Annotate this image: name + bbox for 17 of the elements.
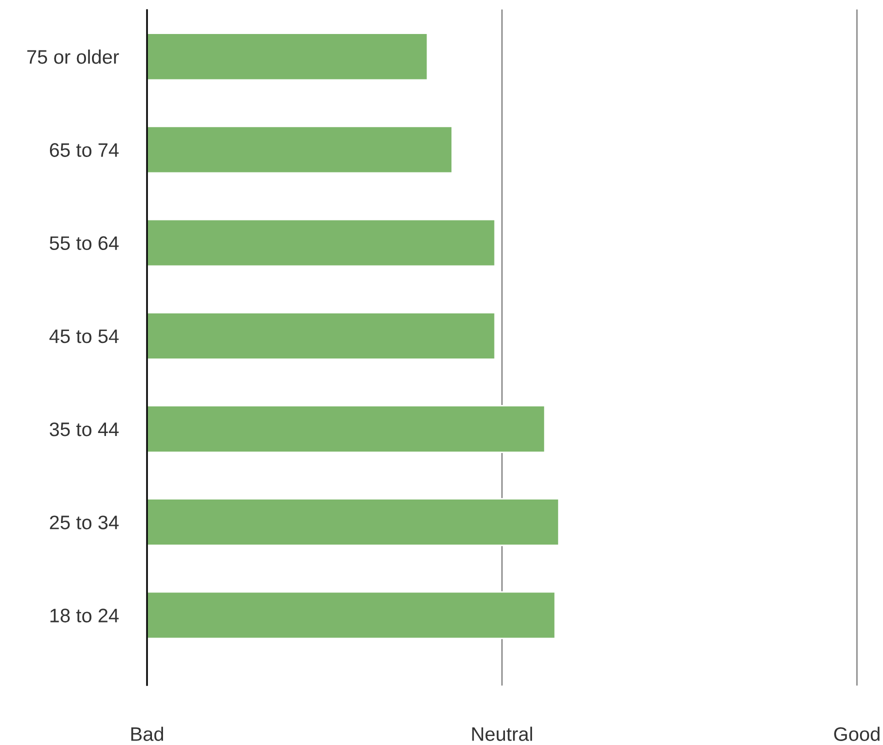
bar xyxy=(147,126,453,174)
bar xyxy=(147,312,496,360)
text: Bad xyxy=(131,726,164,741)
bar xyxy=(147,498,560,546)
y-tick-label: 55 to 64 xyxy=(50,236,119,250)
y-tick-label: 75 or older xyxy=(27,50,119,64)
bar xyxy=(147,218,496,267)
bar xyxy=(147,591,556,640)
y-tick-label: 35 to 44 xyxy=(50,422,119,436)
y-tick-label: 45 to 54 xyxy=(49,330,119,344)
ref-line-label: Good xyxy=(834,726,880,741)
y-tick-label: 65 to 74 xyxy=(50,143,119,157)
y-tick-label: 18 to 24 xyxy=(50,608,119,622)
ref-line-label: Neutral xyxy=(472,726,532,741)
bar xyxy=(147,32,428,81)
y-tick-label: 25 to 34 xyxy=(50,516,119,530)
bar xyxy=(147,405,546,453)
